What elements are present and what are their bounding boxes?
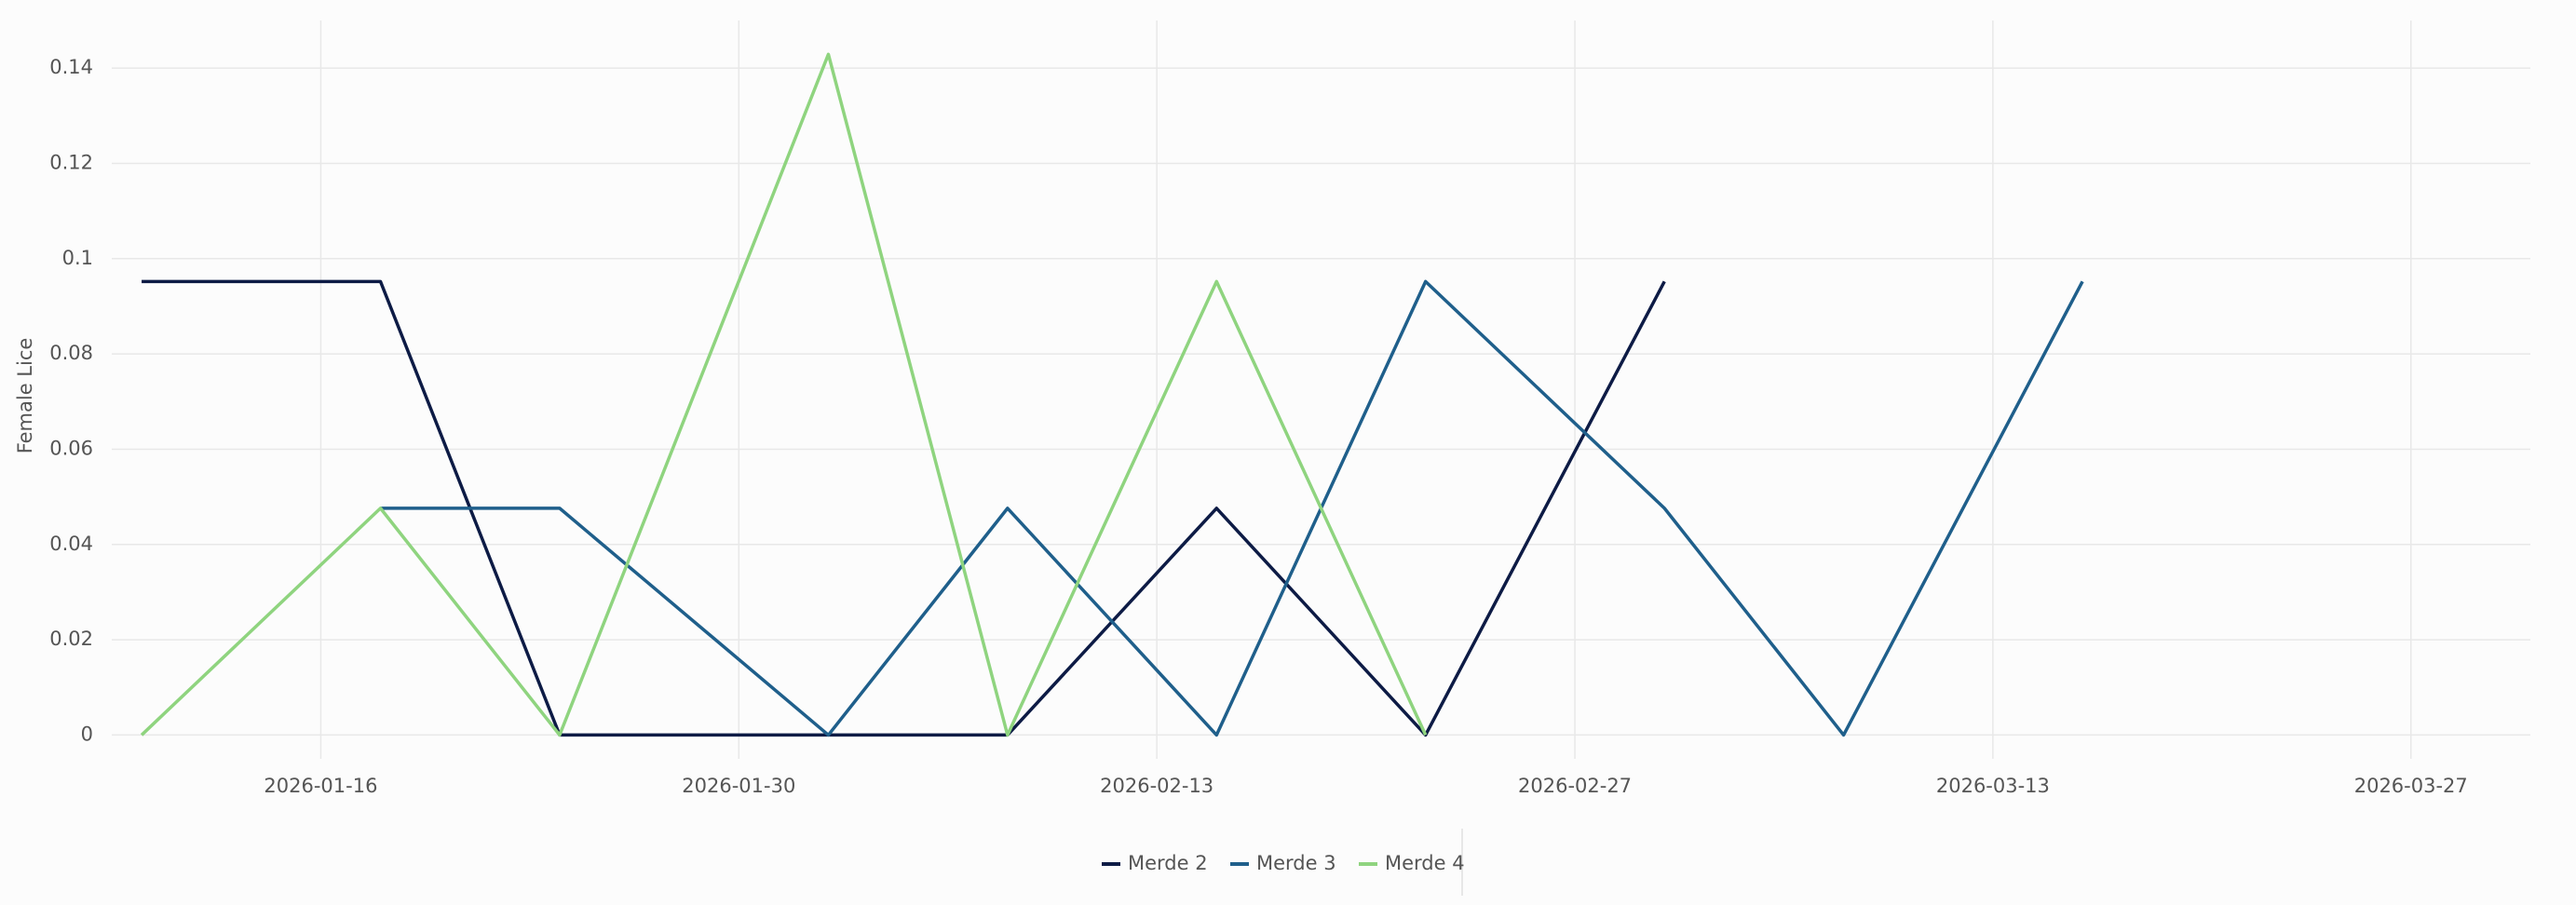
legend-label: Merde 4 [1385,852,1465,874]
y-axis-label: Female Lice [14,338,36,454]
series-line [140,52,1428,737]
y-tick-label: 0.1 [62,247,93,269]
legend-label: Merde 3 [1256,852,1336,874]
x-tick-label: 2026-02-27 [1518,775,1632,797]
x-tick-label: 2026-03-27 [2354,775,2468,797]
series-line [142,279,1666,737]
y-tick-label: 0.14 [49,56,93,78]
y-tick-label: 0.08 [49,342,93,364]
y-tick-label: 0.12 [49,151,93,173]
x-tick-label: 2026-01-16 [264,775,377,797]
y-tick-label: 0 [81,723,93,745]
y-tick-label: 0.02 [49,628,93,650]
x-tick-label: 2026-01-30 [682,775,795,797]
y-tick-label: 0.06 [49,437,93,459]
y-tick-label: 0.04 [49,533,93,555]
legend-label: Merde 2 [1128,852,1208,874]
x-tick-label: 2026-02-13 [1100,775,1213,797]
series-line [380,279,2084,737]
x-tick-label: 2026-03-13 [1936,775,2050,797]
